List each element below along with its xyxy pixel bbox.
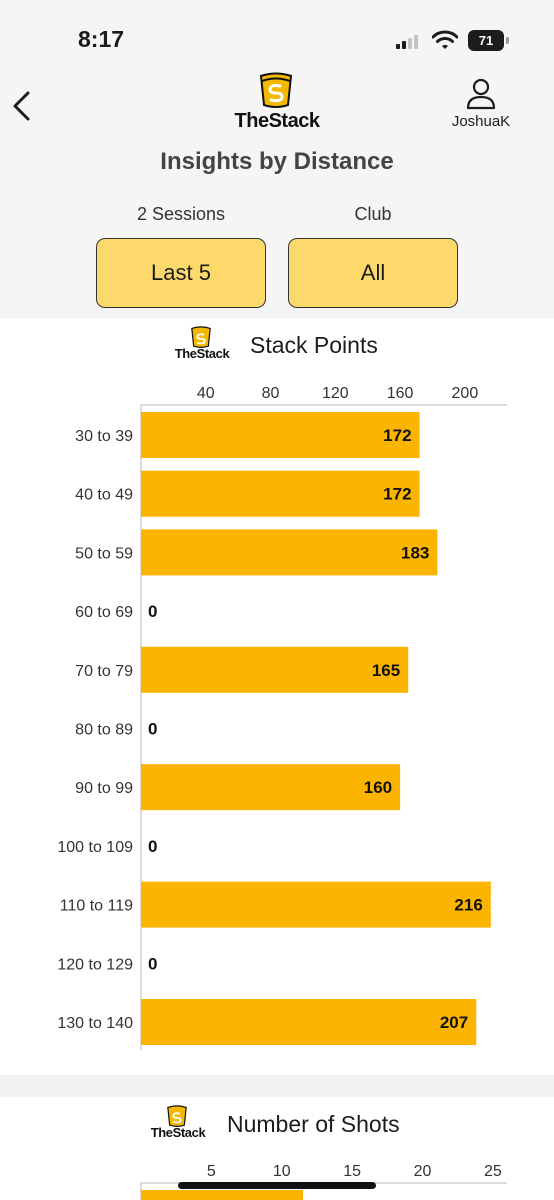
category-label: 50 to 59	[75, 545, 133, 562]
x-tick-label: 15	[343, 1163, 361, 1180]
data-bar	[141, 764, 401, 811]
data-bar	[141, 1190, 303, 1200]
number-of-shots-chart: 5 10 15 20 25	[140, 1163, 507, 1200]
x-tick-label: 160	[387, 385, 414, 402]
data-bar	[141, 470, 420, 517]
home-indicator[interactable]	[178, 1182, 376, 1189]
data-label: 165	[372, 661, 400, 680]
category-label: 80 to 89	[75, 722, 133, 739]
data-label: 183	[401, 543, 429, 562]
user-icon	[466, 78, 496, 110]
mini-logo: TheStack	[144, 1105, 212, 1145]
x-tick-label: 120	[322, 385, 349, 402]
category-label: 130 to 140	[57, 1015, 133, 1032]
battery-tip	[506, 37, 509, 44]
points-chart-title: Stack Points	[250, 332, 378, 358]
mini-logo-text: TheStack	[174, 346, 230, 361]
category-label: 120 to 129	[57, 956, 133, 973]
club-label: Club	[354, 204, 392, 224]
stack-points-chart: 40 80 120 160 200 30 to 39 172 40 to 49 172 50 to…	[57, 385, 507, 1050]
sessions-label: 2 Sessions	[136, 204, 226, 224]
data-bar	[141, 529, 438, 576]
stack-logo-icon	[167, 1105, 187, 1127]
category-label: 90 to 99	[75, 780, 133, 797]
stack-logo-icon	[259, 72, 293, 108]
sessions-dropdown-button[interactable]: Last 5	[96, 238, 266, 308]
data-bar	[141, 412, 420, 458]
category-label: 30 to 39	[75, 428, 133, 445]
x-tick-label: 5	[207, 1163, 216, 1180]
status-time: 8:17	[78, 26, 125, 52]
page-title: Insights by Distance	[160, 148, 394, 175]
x-tick-label: 10	[273, 1163, 291, 1180]
category-label: 70 to 79	[75, 663, 133, 680]
category-label: 110 to 119	[60, 898, 133, 915]
data-label: 0	[148, 954, 157, 973]
data-label: 0	[148, 602, 157, 621]
stack-logo-icon	[191, 326, 211, 348]
x-tick-label: 20	[414, 1163, 432, 1180]
data-label: 172	[383, 426, 411, 445]
category-label: 40 to 49	[75, 487, 133, 504]
app-logo: TheStack	[222, 72, 332, 136]
category-label: 100 to 109	[57, 839, 133, 856]
shots-chart-title: Number of Shots	[227, 1111, 400, 1137]
shots-chart-logo: TheStack	[144, 1105, 214, 1145]
category-label: 60 to 69	[75, 604, 133, 621]
data-bar	[141, 646, 409, 693]
data-label: 0	[148, 837, 157, 856]
points-chart-logo: TheStack	[168, 326, 238, 366]
header-panel: 8:17 71 TheStack JoshuaK Insights by Dis…	[0, 0, 554, 318]
x-tick-label: 80	[262, 385, 280, 402]
section-divider	[0, 1075, 554, 1097]
username: JoshuaK	[451, 113, 511, 130]
user-profile[interactable]: JoshuaK	[446, 78, 516, 138]
x-tick-label: 200	[452, 385, 479, 402]
x-tick-label: 25	[484, 1163, 502, 1180]
data-bar	[141, 999, 477, 1045]
x-tick-label: 40	[197, 385, 215, 402]
data-label: 0	[148, 720, 157, 739]
mini-logo-text: TheStack	[150, 1125, 206, 1140]
data-label: 160	[364, 778, 392, 797]
data-label: 207	[440, 1013, 468, 1032]
signal-icon	[396, 33, 422, 49]
battery-icon: 71	[468, 30, 504, 51]
club-dropdown-button[interactable]: All	[288, 238, 458, 308]
mini-logo: TheStack	[168, 326, 236, 366]
data-bar	[141, 881, 491, 928]
wifi-icon	[432, 30, 458, 49]
data-label: 216	[454, 896, 482, 915]
app-name: TheStack	[234, 110, 320, 132]
data-label: 172	[383, 485, 411, 504]
back-chevron-icon[interactable]	[10, 90, 34, 122]
